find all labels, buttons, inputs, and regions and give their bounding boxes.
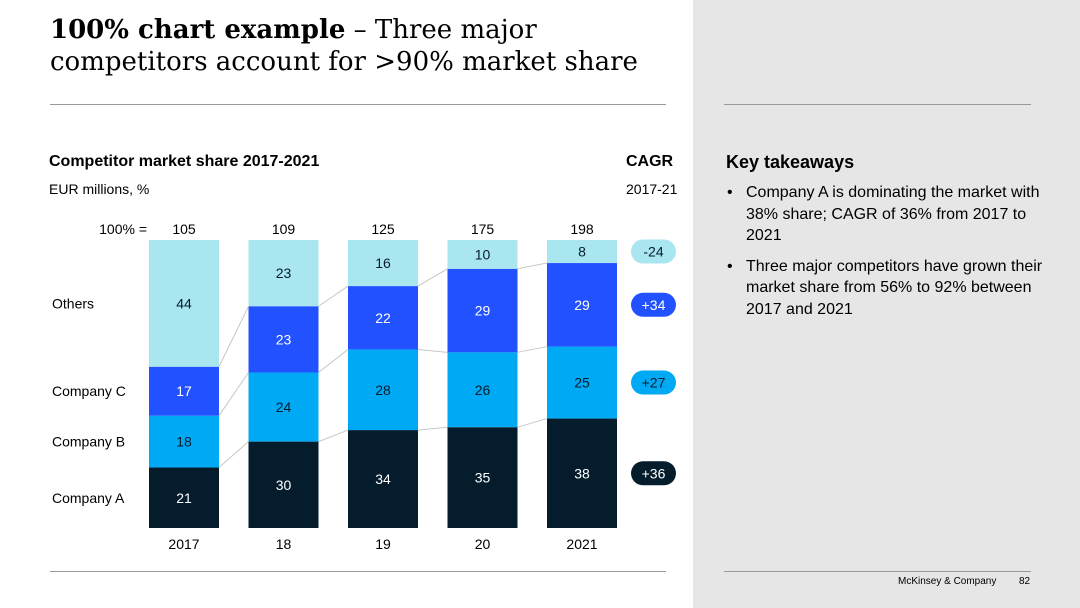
connector-line <box>218 441 249 468</box>
takeaway-item: • Three major competitors have grown thei… <box>726 256 1046 321</box>
data-label: 8 <box>578 244 586 260</box>
total-value: 125 <box>371 221 395 237</box>
legend-label: Others <box>52 295 94 311</box>
cagr-subtitle: 2017-21 <box>626 181 678 197</box>
takeaways-list: • Company A is dominating the market with… <box>726 182 1046 329</box>
connector-line <box>417 426 448 431</box>
connector-line <box>218 306 249 367</box>
footer-divider-right <box>724 571 1031 572</box>
x-tick-label: 19 <box>375 536 391 552</box>
cagr-value: -24 <box>643 244 663 260</box>
connector-line <box>218 372 249 416</box>
data-label: 38 <box>574 465 590 481</box>
bar-segment <box>149 467 219 528</box>
footer-divider-left <box>50 571 666 572</box>
data-label: 25 <box>574 375 590 391</box>
connector-line <box>318 429 349 443</box>
x-tick-label: 20 <box>475 536 491 552</box>
bar-segment <box>149 366 219 416</box>
takeaway-item: • Company A is dominating the market with… <box>726 182 1046 247</box>
page-number: 82 <box>1019 576 1031 587</box>
bar-segment <box>547 346 617 419</box>
cagr-value: +36 <box>642 465 666 481</box>
cagr-pill <box>631 461 676 486</box>
cagr-title: CAGR <box>626 153 674 170</box>
cagr-value: +34 <box>642 297 666 313</box>
bar-segment <box>547 240 617 264</box>
footer-brand: McKinsey & Company <box>898 576 997 587</box>
slide-title-bold: 100% chart example <box>50 15 346 45</box>
total-value: 109 <box>272 221 296 237</box>
bullet-icon: • <box>727 257 733 275</box>
data-label: 23 <box>276 265 292 281</box>
connector-line <box>318 349 349 373</box>
bullet-icon: • <box>727 184 733 201</box>
connector-line <box>417 268 448 287</box>
chart-subtitle: EUR millions, % <box>49 181 150 197</box>
bar-segment <box>348 430 418 528</box>
connector-line <box>517 346 548 353</box>
connector-line <box>318 285 349 307</box>
x-tick-label: 2017 <box>168 536 199 552</box>
bar-segment <box>149 240 219 367</box>
data-label: 34 <box>375 471 391 487</box>
bar-segment <box>348 286 418 350</box>
slide-title-rest: – Three major competitors account for >9… <box>50 15 638 77</box>
data-label: 44 <box>176 295 192 311</box>
data-label: 21 <box>176 490 192 506</box>
data-label: 16 <box>375 255 391 271</box>
bar-segment <box>348 240 418 287</box>
slide-title: 100% chart example – Three major competi… <box>50 14 670 78</box>
takeaway-text: Three major competitors have grown their… <box>746 257 1043 318</box>
bar-segment <box>447 268 518 353</box>
bar-segment <box>248 372 319 442</box>
cagr-pill <box>631 239 676 264</box>
data-label: 30 <box>276 477 292 493</box>
total-value: 175 <box>471 221 495 237</box>
total-value: 198 <box>570 221 594 237</box>
bar-segment <box>547 263 617 347</box>
totals-label: 100% = <box>99 221 147 237</box>
bar-segment <box>348 349 418 431</box>
bar-segment <box>447 427 518 528</box>
takeaways-title: Key takeaways <box>726 152 855 172</box>
chart-title: Competitor market share 2017-2021 <box>49 153 320 170</box>
cagr-pill <box>631 292 676 317</box>
data-label: 10 <box>475 246 491 262</box>
bar-segment <box>547 418 617 528</box>
data-label: 22 <box>375 310 391 326</box>
x-tick-label: 18 <box>276 536 292 552</box>
data-label: 17 <box>176 383 192 399</box>
legend-label: Company A <box>52 490 125 506</box>
data-label: 29 <box>574 297 590 313</box>
bar-segment <box>447 240 518 269</box>
connector-line <box>517 262 548 270</box>
data-label: 28 <box>375 382 391 398</box>
connector-line <box>417 348 448 353</box>
data-label: 26 <box>475 382 491 398</box>
takeaways-panel <box>693 0 1080 608</box>
data-label: 23 <box>276 331 292 347</box>
bar-segment <box>248 441 319 528</box>
total-value: 105 <box>172 221 196 237</box>
legend-label: Company B <box>52 434 125 450</box>
bar-segment <box>447 352 518 428</box>
bar-segment <box>248 306 319 373</box>
title-divider <box>50 104 666 105</box>
panel-divider <box>724 104 1031 105</box>
legend-label: Company C <box>52 383 126 399</box>
connector-line <box>517 418 548 428</box>
x-tick-label: 2021 <box>566 536 597 552</box>
bar-segment <box>149 415 219 468</box>
data-label: 24 <box>276 399 292 415</box>
bar-segment <box>248 240 319 307</box>
data-label: 29 <box>475 303 491 319</box>
takeaway-text: Company A is dominating the market with … <box>746 184 1040 244</box>
cagr-value: +27 <box>642 375 666 391</box>
data-label: 18 <box>176 434 192 450</box>
cagr-pill <box>631 370 676 395</box>
data-label: 35 <box>475 470 491 486</box>
